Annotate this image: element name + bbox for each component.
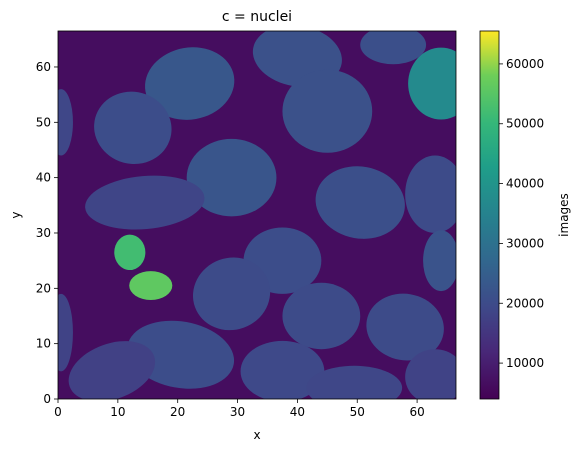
x-tick-label: 20 — [170, 405, 185, 419]
nucleus-5 — [282, 69, 373, 153]
colorbar-label: images — [557, 193, 571, 237]
chart-title: c = nuclei — [222, 9, 292, 25]
colorbar-tick-label: 30000 — [506, 236, 544, 250]
nucleus-13 — [423, 230, 456, 292]
y-axis: 0 10 20 30 40 50 60 — [36, 60, 58, 406]
nucleus-10 — [405, 155, 456, 233]
colorbar-gradient — [480, 31, 499, 399]
colorbar-tick-label: 20000 — [506, 296, 544, 310]
nucleus-1 — [145, 47, 235, 120]
plot-frame — [57, 30, 457, 400]
nucleus-6 — [94, 91, 172, 165]
y-tick-label: 50 — [36, 115, 51, 129]
y-tick-label: 40 — [36, 171, 51, 185]
nucleus-3 — [408, 47, 456, 120]
x-tick-label: 10 — [110, 405, 125, 419]
nucleus-18 — [240, 340, 325, 399]
nucleus-15 — [282, 282, 361, 350]
nucleus-8 — [85, 175, 205, 230]
x-tick-label: 60 — [409, 405, 424, 419]
x-tick-label: 50 — [350, 405, 365, 419]
colorbar-frame — [479, 30, 500, 400]
nucleus-4 — [360, 31, 427, 65]
nucleus-22 — [58, 293, 73, 372]
y-tick-label: 10 — [36, 337, 51, 351]
y-tick-label: 0 — [43, 392, 51, 406]
nucleus-16 — [366, 293, 444, 361]
colorbar-tick-label: 40000 — [506, 177, 544, 191]
nucleus-24 — [129, 271, 173, 300]
nucleus-20 — [306, 365, 403, 399]
nucleus-17 — [127, 320, 235, 389]
nucleus-9 — [315, 166, 405, 239]
nucleus-14 — [192, 257, 271, 331]
x-tick-label: 0 — [54, 405, 62, 419]
nucleus-7 — [186, 138, 277, 217]
colorbar: 10000 20000 30000 40000 50000 60000 images — [479, 30, 571, 400]
y-tick-label: 20 — [36, 281, 51, 295]
nucleus-23 — [114, 234, 146, 271]
colorbar-ticks: 10000 20000 30000 40000 50000 60000 — [499, 57, 544, 370]
x-axis-label: x — [253, 428, 260, 442]
plot-area — [57, 30, 457, 400]
nucleus-21 — [405, 349, 456, 399]
colorbar-tick-label: 50000 — [506, 117, 544, 131]
x-axis: 0 10 20 30 40 50 60 — [54, 399, 425, 419]
y-tick-label: 60 — [36, 60, 51, 74]
x-tick-label: 30 — [230, 405, 245, 419]
nucleus-11 — [58, 89, 73, 156]
nucleus-19 — [68, 341, 156, 399]
colorbar-tick-label: 10000 — [506, 356, 544, 370]
x-tick-label: 40 — [290, 405, 305, 419]
nuclei-layer — [58, 31, 456, 399]
colorbar-tick-label: 60000 — [506, 57, 544, 71]
y-tick-label: 30 — [36, 226, 51, 240]
y-axis-label: y — [9, 211, 23, 218]
